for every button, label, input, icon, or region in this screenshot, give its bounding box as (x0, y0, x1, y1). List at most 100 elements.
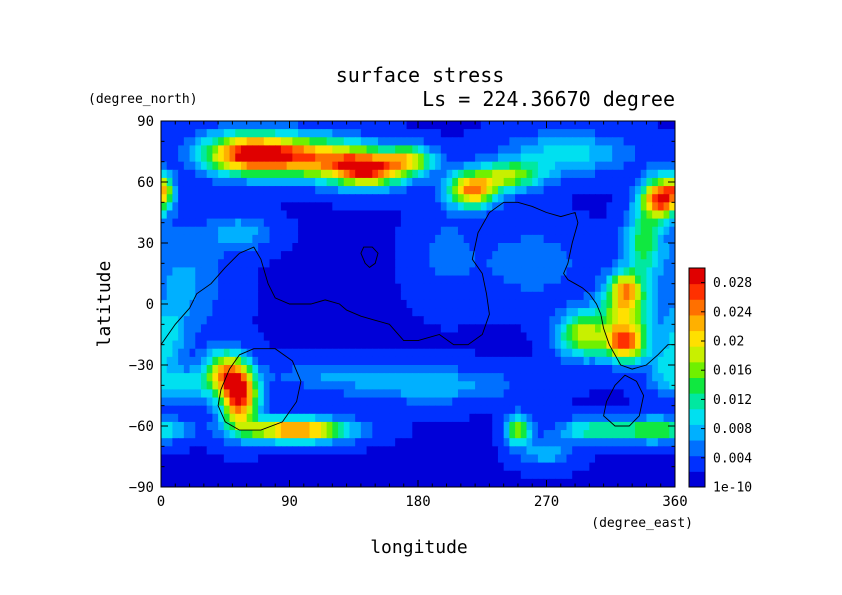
heatmap-cell (520, 446, 528, 456)
heatmap-cell (343, 267, 351, 277)
heatmap-cell (189, 316, 196, 325)
heatmap-cell (269, 259, 276, 268)
heatmap-cell (515, 153, 522, 163)
heatmap-cell (275, 137, 282, 146)
heatmap-cell (303, 324, 311, 334)
heatmap-cell (389, 381, 396, 390)
heatmap-cell (189, 283, 196, 293)
heatmap-cell (195, 137, 202, 146)
heatmap-cell (223, 243, 231, 252)
heatmap-cell (349, 210, 356, 220)
heatmap-cell (195, 259, 202, 268)
heatmap-cell (269, 462, 276, 472)
heatmap-cell (389, 137, 396, 146)
heatmap-cell (463, 137, 470, 146)
heatmap-cell (269, 478, 276, 487)
heatmap-cell (452, 161, 459, 171)
heatmap-cell (166, 259, 174, 268)
heatmap-cell (549, 446, 556, 456)
heatmap-cell (543, 454, 550, 464)
heatmap-cell (635, 430, 642, 439)
heatmap-cell (395, 121, 402, 130)
heatmap-cell (452, 365, 459, 374)
heatmap-cell (418, 129, 425, 138)
heatmap-cell (503, 397, 510, 407)
heatmap-cell (629, 332, 636, 342)
heatmap-cell (429, 365, 436, 374)
heatmap-cell (178, 186, 185, 195)
heatmap-cell (229, 226, 236, 236)
heatmap-cell (583, 186, 590, 195)
heatmap-cell (218, 234, 225, 244)
heatmap-cell (315, 348, 322, 358)
heatmap-cell (338, 129, 345, 138)
heatmap-cell (440, 275, 448, 285)
heatmap-cell (343, 348, 351, 358)
heatmap-cell (172, 129, 179, 138)
heatmap-cell (635, 462, 642, 472)
heatmap-cell (577, 324, 585, 334)
heatmap-cell (640, 340, 648, 350)
heatmap-cell (166, 470, 174, 480)
heatmap-cell (315, 421, 322, 431)
heatmap-cell (566, 226, 573, 236)
heatmap-cell (537, 267, 545, 277)
heatmap-cell (269, 251, 276, 260)
heatmap-cell (172, 470, 179, 480)
heatmap-cell (537, 389, 545, 399)
heatmap-cell (240, 299, 248, 309)
heatmap-cell (640, 275, 648, 285)
heatmap-cell (343, 121, 351, 130)
heatmap-cell (457, 145, 465, 155)
heatmap-cell (263, 454, 271, 464)
heatmap-cell (252, 430, 259, 439)
heatmap-cell (657, 275, 665, 285)
heatmap-cell (269, 177, 276, 187)
heatmap-cell (475, 348, 482, 358)
heatmap-cell (509, 161, 516, 171)
heatmap-cell (600, 218, 608, 228)
heatmap-cell (400, 340, 408, 350)
heatmap-cell (532, 356, 539, 366)
heatmap-cell (480, 194, 488, 203)
heatmap-cell (572, 234, 579, 244)
heatmap-cell (549, 202, 556, 212)
heatmap-cell (263, 251, 271, 260)
heatmap-cell (635, 234, 642, 244)
heatmap-cell (252, 348, 259, 358)
heatmap-field (161, 121, 675, 487)
heatmap-cell (572, 413, 579, 423)
heatmap-cell (315, 234, 322, 244)
heatmap-cell (452, 438, 459, 447)
heatmap-cell (452, 291, 459, 301)
heatmap-cell (355, 210, 362, 220)
heatmap-cell (652, 421, 659, 431)
heatmap-cell (183, 316, 191, 325)
heatmap-cell (440, 332, 448, 342)
heatmap-cell (583, 137, 590, 146)
heatmap-cell (246, 283, 253, 293)
heatmap-cell (418, 324, 425, 334)
heatmap-cell (612, 194, 619, 203)
heatmap-cell (166, 234, 174, 244)
heatmap-cell (435, 210, 442, 220)
heatmap-cell (486, 129, 493, 138)
heatmap-cell (218, 365, 225, 374)
heatmap-cell (223, 275, 231, 285)
heatmap-cell (389, 202, 396, 212)
heatmap-cell (617, 478, 625, 487)
heatmap-cell (166, 202, 174, 212)
heatmap-cell (469, 218, 476, 228)
heatmap-cell (663, 202, 670, 212)
heatmap-cell (663, 446, 670, 456)
heatmap-cell (526, 243, 533, 252)
heatmap-cell (480, 283, 488, 293)
heatmap-cell (446, 202, 453, 212)
heatmap-cell (206, 251, 213, 260)
heatmap-cell (229, 202, 236, 212)
heatmap-cell (595, 210, 602, 220)
heatmap-cell (298, 210, 305, 220)
heatmap-cell (172, 137, 179, 146)
heatmap-cell (657, 186, 665, 195)
heatmap-cell (412, 381, 419, 390)
